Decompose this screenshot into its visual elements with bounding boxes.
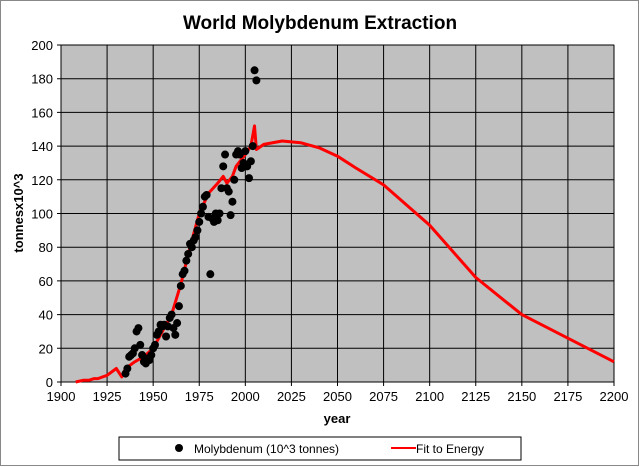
y-tick-label: 140 xyxy=(31,139,53,154)
x-tick-label: 2000 xyxy=(231,389,260,404)
data-point xyxy=(241,147,250,156)
data-point xyxy=(182,256,191,265)
x-axis-label: year xyxy=(324,411,351,426)
data-point xyxy=(193,226,202,235)
x-tick-label: 1925 xyxy=(93,389,122,404)
data-point xyxy=(252,76,261,85)
y-tick-label: 100 xyxy=(31,207,53,222)
x-tick-label: 2125 xyxy=(461,389,490,404)
data-point xyxy=(213,216,222,225)
data-point xyxy=(219,162,228,171)
y-tick-label: 40 xyxy=(39,308,53,323)
data-point xyxy=(136,340,145,349)
legend-label-points: Molybdenum (10^3 tonnes) xyxy=(194,442,339,456)
data-point xyxy=(217,184,226,193)
data-point xyxy=(174,302,183,311)
data-point xyxy=(162,332,171,341)
y-tick-label: 60 xyxy=(39,274,53,289)
data-point xyxy=(151,340,160,349)
data-point xyxy=(221,150,230,159)
y-tick-label: 160 xyxy=(31,105,53,120)
data-point xyxy=(167,310,176,319)
legend-marker-points xyxy=(175,444,183,452)
x-tick-label: 2075 xyxy=(369,389,398,404)
data-point xyxy=(224,187,233,196)
y-tick-label: 180 xyxy=(31,72,53,87)
data-point xyxy=(176,281,185,290)
data-point xyxy=(206,270,215,279)
data-point xyxy=(191,233,200,242)
data-point xyxy=(187,243,196,252)
y-tick-label: 200 xyxy=(31,38,53,53)
data-point xyxy=(226,211,235,220)
data-point xyxy=(173,319,182,328)
data-point xyxy=(171,330,180,339)
fit-line xyxy=(75,124,615,384)
data-point xyxy=(246,157,255,166)
x-tick-label: 2175 xyxy=(553,389,582,404)
y-tick-label: 80 xyxy=(39,240,53,255)
data-point xyxy=(123,364,132,373)
data-point xyxy=(184,249,193,258)
data-point xyxy=(230,175,239,184)
y-tick-label: 0 xyxy=(46,375,53,390)
data-point xyxy=(215,209,224,218)
chart-title: World Molybdenum Extraction xyxy=(183,13,457,34)
x-tick-label: 1900 xyxy=(47,389,76,404)
x-tick-label: 2200 xyxy=(600,389,629,404)
y-tick-label: 20 xyxy=(39,341,53,356)
data-point xyxy=(134,324,143,333)
data-point xyxy=(198,202,207,211)
data-point xyxy=(197,209,206,218)
x-tick-label: 2050 xyxy=(323,389,352,404)
legend-label-fit: Fit to Energy xyxy=(416,442,484,456)
data-point xyxy=(248,142,257,151)
x-tick-label: 2100 xyxy=(415,389,444,404)
data-point xyxy=(250,66,259,75)
x-tick-label: 1950 xyxy=(139,389,168,404)
x-tick-label: 2150 xyxy=(507,389,536,404)
x-tick-label: 2025 xyxy=(277,389,306,404)
legend: Molybdenum (10^3 tonnes) Fit to Energy xyxy=(118,436,522,461)
data-point xyxy=(245,174,254,183)
data-point xyxy=(202,190,211,199)
data-point xyxy=(147,351,156,360)
y-tick-label: 120 xyxy=(31,173,53,188)
data-point xyxy=(228,197,237,206)
data-point xyxy=(180,266,189,275)
data-point xyxy=(195,217,204,226)
y-axis-label: tonnesx10^3 xyxy=(11,173,26,252)
x-tick-label: 1975 xyxy=(185,389,214,404)
